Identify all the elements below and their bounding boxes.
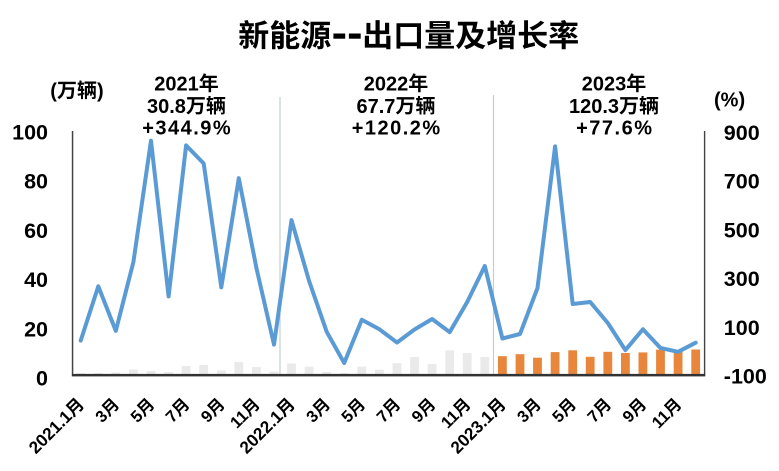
svg-text:80: 80 [24, 170, 48, 194]
svg-text:+77.6%: +77.6% [576, 118, 653, 140]
svg-text:+120.2%: +120.2% [352, 118, 442, 140]
svg-text:-100: -100 [724, 365, 767, 389]
svg-text:60: 60 [24, 219, 48, 243]
svg-text:0: 0 [36, 367, 48, 391]
svg-text:100: 100 [724, 316, 760, 340]
svg-text:40: 40 [24, 268, 48, 292]
svg-text:120.3: 120.3 [569, 96, 619, 118]
svg-text:2021: 2021 [154, 74, 199, 96]
svg-text:(: ( [50, 80, 57, 102]
svg-text:2021.1: 2021.1 [25, 406, 77, 458]
svg-text:(%): (%) [714, 90, 745, 112]
svg-text:900: 900 [724, 121, 760, 145]
svg-text:2022: 2022 [364, 74, 409, 96]
svg-text:67.7: 67.7 [357, 96, 396, 118]
svg-text:700: 700 [724, 170, 760, 194]
svg-text:100: 100 [12, 121, 48, 145]
svg-text:+344.9%: +344.9% [142, 118, 232, 140]
svg-text:500: 500 [724, 218, 760, 242]
svg-text:300: 300 [724, 267, 760, 291]
svg-text:): ) [97, 80, 104, 102]
svg-text:2023: 2023 [582, 74, 627, 96]
svg-text:20: 20 [24, 317, 48, 341]
svg-text:30.8: 30.8 [147, 96, 186, 118]
